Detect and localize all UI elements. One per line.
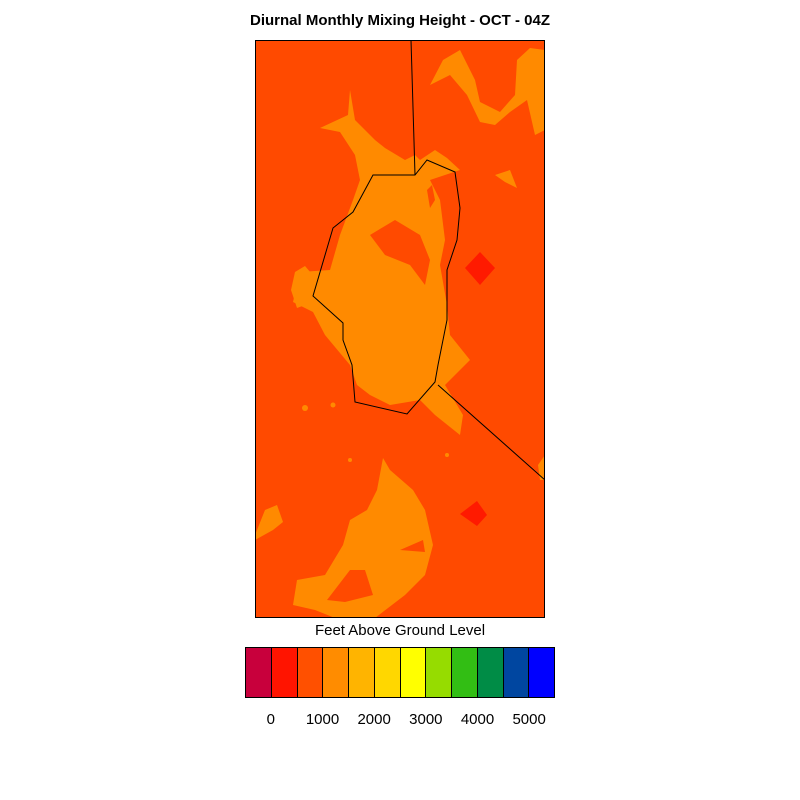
legend-swatch [452, 648, 478, 697]
contour-pocket [327, 570, 373, 602]
legend-swatch [297, 648, 324, 697]
contour-red-pocket-north [465, 252, 495, 285]
legend-tick-label: 0 [266, 711, 275, 728]
legend-swatch [400, 648, 427, 697]
map-frame [255, 40, 545, 618]
contour-region-east-edge [538, 455, 545, 480]
legend-tick-label: 2000 [357, 711, 391, 728]
contour-inner-pockets [327, 185, 435, 602]
mixing-height-map [255, 40, 545, 618]
legend-title: Feet Above Ground Level [314, 622, 486, 639]
contour-red-pocket-south [460, 501, 487, 526]
legend-swatch [323, 648, 349, 697]
legend-tick-label: 1000 [305, 711, 340, 728]
map-svg [255, 40, 545, 618]
contour-pocket [370, 220, 430, 285]
legend-swatch [246, 648, 272, 697]
contour-red-pockets [460, 252, 495, 526]
legend-swatch [503, 648, 530, 697]
contour-region-south [293, 458, 433, 618]
contour-speck [445, 453, 449, 457]
contour-region-central [293, 90, 470, 435]
boundary-region-outline [312, 159, 461, 415]
contour-speck [330, 402, 336, 408]
legend-swatch [271, 648, 298, 697]
legend-tick-label: 5000 [512, 711, 546, 728]
contour-region-east-patch [495, 170, 517, 188]
contour-region-northeast [430, 48, 545, 135]
contour-speck [302, 405, 308, 411]
boundary-southeast-line [437, 384, 545, 481]
contour-speck [348, 458, 352, 462]
legend-swatch [529, 648, 554, 697]
boundary-north-line [410, 40, 416, 176]
legend-swatch [374, 648, 401, 697]
color-legend-bar [245, 647, 555, 698]
legend-swatch [349, 648, 375, 697]
contour-pocket [427, 185, 435, 208]
legend-tick-label: 3000 [409, 711, 443, 728]
map-title: Diurnal Monthly Mixing Height - OCT - 04… [250, 12, 550, 29]
legend-tick-labels: 0 1000 2000 3000 4000 5000 [0, 711, 800, 731]
contour-1000-2000 [255, 48, 545, 618]
contour-region-southwest [255, 505, 283, 540]
contour-pocket [400, 540, 425, 552]
boundary-lines [312, 40, 545, 481]
legend-tick-label: 4000 [460, 711, 495, 728]
legend-swatch [477, 648, 504, 697]
legend-swatch [426, 648, 452, 697]
contour-region-west-blob [291, 266, 317, 308]
